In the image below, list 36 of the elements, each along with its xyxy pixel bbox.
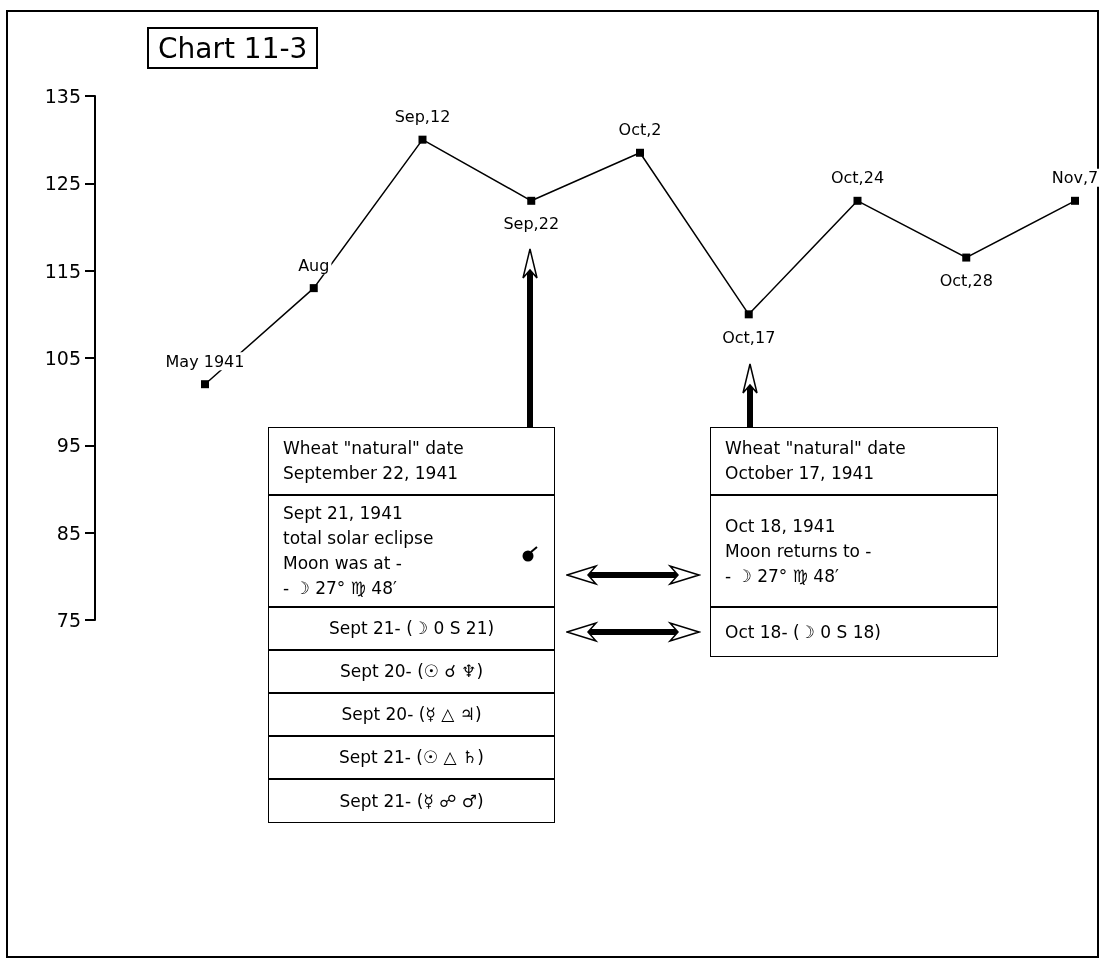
text-box: Sept 21, 1941 total solar eclipse Moon was at - - ☽ 27° ♍ 48′ [268, 495, 555, 607]
x-tick-label: May 1941 [165, 351, 245, 371]
y-tick-label: 135 [44, 85, 81, 107]
text-box: Oct 18, 1941 Moon returns to - - ☽ 27° ♍ 48′ [710, 495, 998, 607]
x-tick-label: Sep,22 [503, 214, 560, 234]
point [1071, 196, 1079, 205]
text-box: Sept 21- (☉ △ ♄) [268, 736, 555, 779]
text-box: Sept 21- (☿ ☍ ♂) [268, 779, 555, 823]
y-tick-label: 85 [56, 521, 81, 544]
point [309, 284, 318, 293]
x-tick-label: Sep,12 [394, 107, 451, 127]
text-box: Oct 18- (☽ 0 S 18) [710, 607, 998, 657]
chart-title: Chart 11-3 [158, 31, 308, 65]
y-tick-label: 75 [56, 609, 81, 631]
x-tick-label: Oct,2 [618, 120, 662, 140]
point [527, 196, 536, 205]
y-tick-label: 115 [44, 259, 81, 282]
point [853, 196, 862, 205]
y-tick-label: 95 [56, 434, 81, 457]
text-box: Sept 20- (☿ △ ♃) [268, 693, 555, 736]
x-tick-label: Oct,28 [939, 271, 993, 291]
x-tick-label: Aug [298, 255, 330, 275]
point [418, 135, 427, 144]
text-box: Sept 20- (☉ ☌ ♆) [268, 650, 555, 693]
text-box: Wheat "natural" date September 22, 1941 [268, 427, 555, 495]
point [201, 380, 209, 389]
point [962, 253, 971, 262]
x-tick-label: Oct,17 [722, 327, 776, 347]
text-box: Wheat "natural" date October 17, 1941 [710, 427, 998, 495]
point [636, 148, 644, 157]
point [744, 310, 753, 319]
y-tick-label: 125 [44, 172, 81, 195]
x-tick-label: Oct,24 [830, 168, 885, 188]
y-tick-label: 105 [44, 347, 81, 369]
text-box: Sept 21- (☽ 0 S 21) [268, 607, 555, 650]
x-tick-label: Nov,7 [1051, 168, 1099, 188]
